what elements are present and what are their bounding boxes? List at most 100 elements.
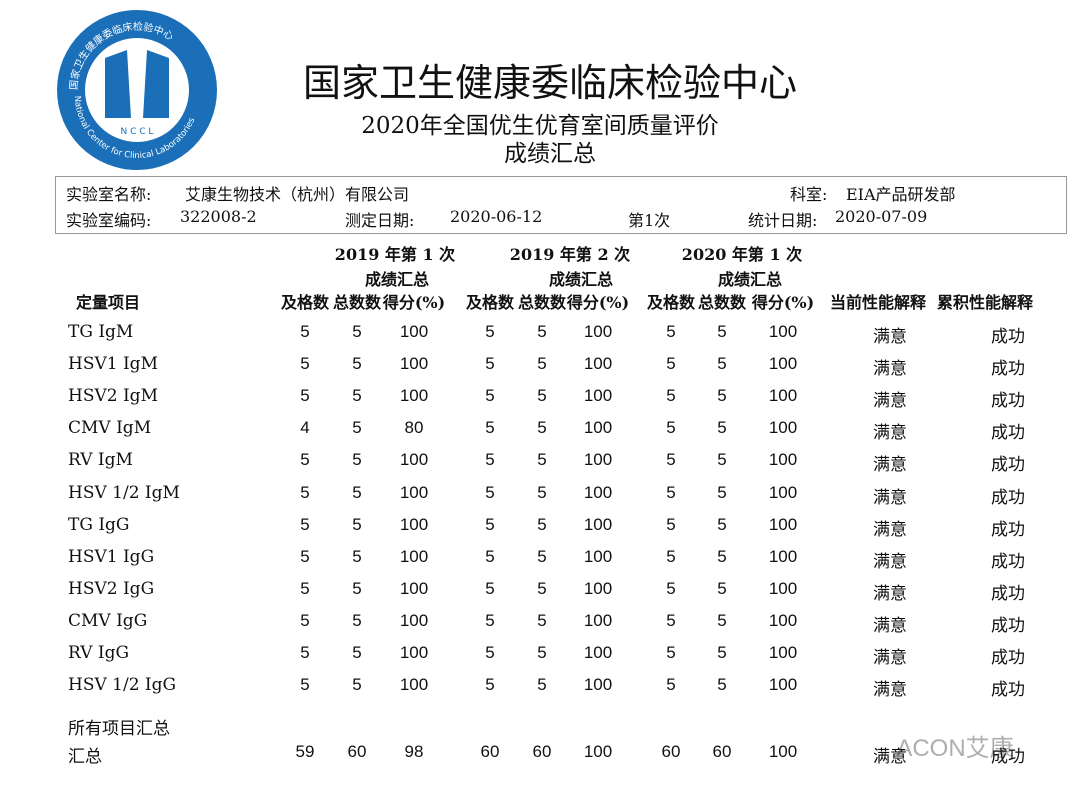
result-cell: 满意 bbox=[873, 583, 907, 604]
org-title: 国家卫生健康委临床检验中心 bbox=[302, 61, 798, 105]
number-cell: 100 bbox=[399, 610, 429, 630]
number-cell: 5 bbox=[300, 354, 310, 374]
number-cell: 5 bbox=[717, 450, 727, 470]
number-cell: 100 bbox=[583, 450, 613, 470]
info-value: EIA产品研发部 bbox=[846, 185, 956, 204]
info-value: 2020-06-12 bbox=[450, 207, 543, 226]
column-header: 总数数 bbox=[332, 293, 382, 312]
number-cell: 100 bbox=[399, 482, 429, 502]
number-cell: 5 bbox=[485, 675, 495, 695]
number-cell: 5 bbox=[717, 643, 727, 662]
result-cell: 满意 bbox=[873, 615, 907, 636]
info-value: 322008-2 bbox=[180, 207, 257, 226]
result-cell: 满意 bbox=[873, 519, 907, 540]
result-cell: 满意 bbox=[873, 359, 907, 380]
number-cell: 60 bbox=[661, 742, 681, 761]
result-cell: 成功 bbox=[991, 487, 1025, 508]
number-cell: 5 bbox=[300, 643, 310, 662]
number-cell: 100 bbox=[583, 322, 613, 341]
number-cell: 60 bbox=[480, 742, 500, 761]
result-cell: 满意 bbox=[873, 455, 907, 476]
number-cell: 5 bbox=[666, 546, 676, 566]
number-cell: 59 bbox=[295, 742, 315, 761]
number-cell: 100 bbox=[583, 610, 613, 630]
number-cell: 5 bbox=[537, 643, 547, 662]
number-cell: 5 bbox=[485, 546, 495, 566]
number-cell: 5 bbox=[666, 514, 676, 534]
result-cell: 成功 bbox=[991, 519, 1025, 540]
column-header: 定量项目 bbox=[76, 293, 141, 312]
number-cell: 5 bbox=[666, 675, 676, 695]
number-cell: 100 bbox=[583, 742, 613, 761]
number-cell: 5 bbox=[537, 322, 547, 341]
number-cell: 5 bbox=[717, 675, 727, 695]
number-cell: 5 bbox=[300, 322, 310, 341]
item-name: RV IgG bbox=[68, 643, 130, 663]
number-cell: 100 bbox=[768, 675, 798, 695]
number-cell: 5 bbox=[352, 354, 362, 374]
column-header: 得分(%) bbox=[382, 293, 446, 312]
number-cell: 5 bbox=[666, 386, 676, 406]
number-cell: 5 bbox=[717, 546, 727, 566]
number-cell: 5 bbox=[352, 418, 362, 438]
number-cell: 100 bbox=[768, 322, 798, 341]
number-cell: 5 bbox=[300, 514, 310, 534]
result-cell: 满意 bbox=[873, 680, 907, 701]
number-cell: 5 bbox=[485, 450, 495, 470]
number-cell: 5 bbox=[666, 450, 676, 470]
number-cell: 5 bbox=[300, 675, 310, 695]
number-cell: 5 bbox=[717, 322, 727, 341]
group-sub: 成绩汇总 bbox=[548, 270, 614, 289]
number-cell: 5 bbox=[666, 578, 676, 598]
result-cell: 成功 bbox=[991, 455, 1025, 476]
result-cell: 满意 bbox=[873, 747, 907, 767]
number-cell: 100 bbox=[399, 675, 429, 695]
result-cell: 满意 bbox=[873, 648, 907, 668]
number-cell: 100 bbox=[768, 742, 798, 761]
logo-letters: N C C L bbox=[121, 127, 154, 137]
number-cell: 100 bbox=[399, 450, 429, 470]
column-header: 得分(%) bbox=[751, 293, 815, 312]
column-header: 得分(%) bbox=[566, 293, 630, 312]
number-cell: 100 bbox=[399, 354, 429, 374]
number-cell: 5 bbox=[300, 610, 310, 630]
number-cell: 5 bbox=[485, 322, 495, 341]
column-header: 及格数 bbox=[646, 293, 696, 312]
item-name: HSV2 IgG bbox=[68, 578, 155, 599]
number-cell: 100 bbox=[768, 610, 798, 630]
number-cell: 5 bbox=[485, 610, 495, 630]
number-cell: 5 bbox=[666, 482, 676, 502]
logo-mark bbox=[105, 50, 169, 118]
group-name: 2019 年第 2 次 bbox=[509, 245, 631, 264]
number-cell: 5 bbox=[717, 418, 727, 438]
item-name: CMV IgG bbox=[68, 610, 148, 631]
number-cell: 100 bbox=[399, 546, 429, 566]
number-cell: 5 bbox=[537, 546, 547, 566]
item-name: HSV2 IgM bbox=[68, 386, 158, 407]
number-cell: 5 bbox=[666, 322, 676, 341]
result-cell: 成功 bbox=[991, 551, 1025, 572]
info-box bbox=[55, 176, 1067, 234]
item-name: CMV IgM bbox=[68, 418, 152, 439]
item-name: HSV 1/2 IgM bbox=[68, 482, 180, 503]
info-label: 实验室名称: bbox=[66, 185, 152, 204]
number-cell: 5 bbox=[300, 546, 310, 566]
info-value: 艾康生物技术（杭州）有限公司 bbox=[185, 185, 410, 204]
number-cell: 60 bbox=[532, 742, 552, 761]
number-cell: 5 bbox=[717, 578, 727, 598]
group-sub: 成绩汇总 bbox=[364, 270, 430, 289]
info-label: 统计日期: bbox=[748, 211, 818, 230]
watermark: ACON艾康 bbox=[896, 735, 1014, 762]
column-header: 及格数 bbox=[280, 293, 330, 312]
result-cell: 成功 bbox=[991, 680, 1025, 701]
report-title: 2020年全国优生优育室间质量评价 bbox=[361, 113, 719, 139]
item-name: RV IgM bbox=[68, 450, 133, 471]
number-cell: 100 bbox=[768, 354, 798, 374]
item-name: HSV1 IgM bbox=[68, 354, 158, 375]
column-header: 总数数 bbox=[517, 293, 567, 312]
info-label: 实验室编码: bbox=[66, 211, 152, 230]
number-cell: 100 bbox=[583, 418, 613, 438]
item-name: HSV1 IgG bbox=[68, 546, 155, 567]
number-cell: 5 bbox=[485, 418, 495, 438]
